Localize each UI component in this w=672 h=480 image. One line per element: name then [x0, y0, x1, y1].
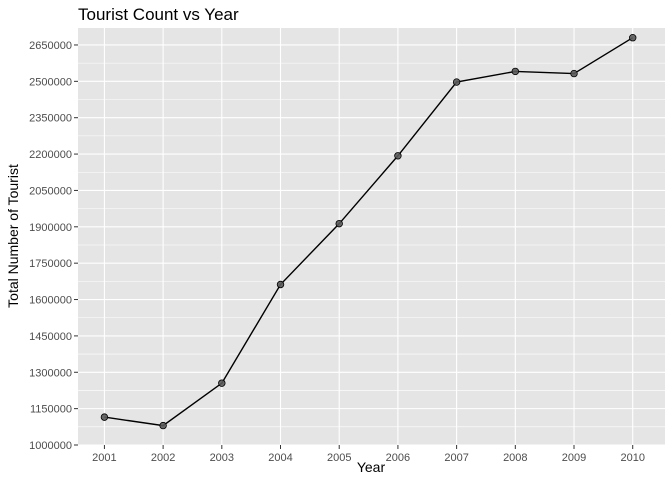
major-gridlines [78, 28, 665, 446]
plot-panel [78, 28, 665, 445]
x-tick-label: 2005 [327, 452, 351, 464]
y-tick-label: 1150000 [30, 404, 72, 416]
data-point [335, 219, 343, 228]
x-tick-label: 2010 [620, 452, 644, 464]
y-axis-title: Total Number of Tourist [5, 164, 21, 308]
x-tick-label: 2009 [562, 452, 586, 464]
x-tick-label: 2001 [92, 452, 116, 464]
data-point [159, 421, 167, 430]
y-tick-label: 1450000 [29, 331, 72, 343]
x-axis-title: Year [357, 459, 386, 475]
y-tick-label: 2500000 [29, 76, 72, 88]
y-tick-label: 1900000 [29, 222, 72, 234]
data-point [452, 78, 461, 86]
y-tick-label: 1000000 [29, 440, 72, 452]
data-point [394, 152, 402, 160]
minor-gridlines [78, 62, 665, 428]
data-point [100, 413, 109, 421]
x-tick-label: 2002 [151, 452, 175, 464]
y-tick-label: 2350000 [29, 113, 72, 125]
series-line [104, 37, 634, 427]
x-tick-label: 2006 [386, 452, 410, 464]
y-tick-label: 1300000 [29, 367, 72, 379]
data-point [511, 67, 520, 76]
y-tick-label: 1750000 [29, 258, 72, 270]
x-axis-ticks: 2001 2002 2003 2004 2005 2006 2007 2008 2009 2010 [92, 445, 645, 464]
y-tick-label: 2050000 [29, 185, 72, 197]
x-tick-label: 2003 [210, 452, 234, 464]
chart-title: Tourist Count vs Year [78, 5, 239, 24]
y-tick-label: 2200000 [29, 149, 72, 161]
data-point [218, 379, 226, 387]
x-tick-label: 2007 [444, 452, 468, 464]
x-tick-label: 2008 [503, 452, 527, 464]
y-axis-ticks: 1000000 1150000 1300000 1450000 1600000 17500… [29, 40, 78, 452]
y-tick-label: 2650000 [29, 40, 72, 52]
data-point [276, 280, 285, 289]
data-point [629, 33, 637, 42]
y-tick-label: 1600000 [29, 295, 72, 307]
x-tick-label: 2004 [268, 452, 292, 464]
data-point [570, 69, 578, 78]
data-series [100, 33, 637, 430]
